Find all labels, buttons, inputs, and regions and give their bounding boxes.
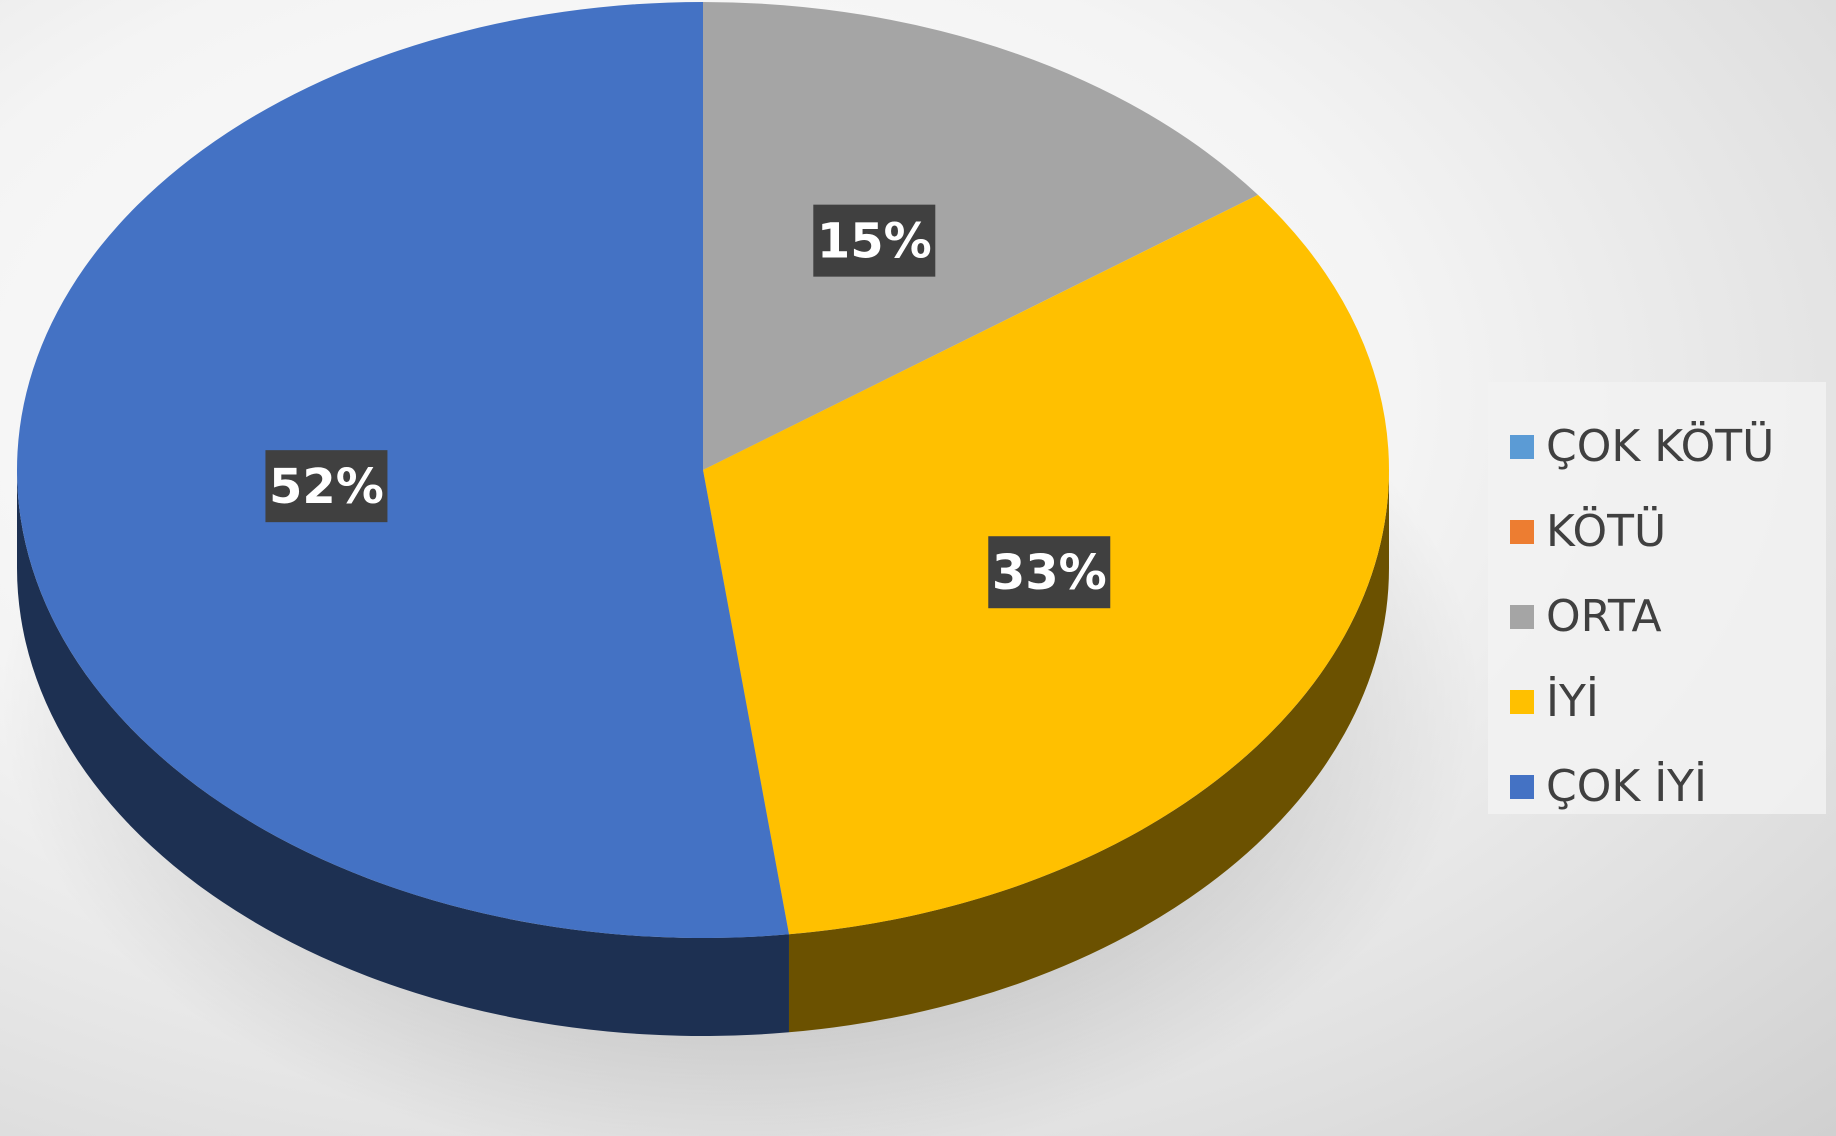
slice-5[interactable] bbox=[17, 2, 789, 938]
legend-swatch bbox=[1510, 434, 1534, 459]
chart-legend: ÇOK KÖTÜ KÖTÜ ORTA İYİ ÇOK İYİ bbox=[1488, 382, 1826, 814]
data-label: 15% bbox=[813, 204, 936, 277]
data-label-box bbox=[988, 536, 1111, 609]
legend-item[interactable]: ÇOK KÖTÜ bbox=[1510, 404, 1826, 489]
legend-swatch bbox=[1510, 689, 1534, 714]
legend-swatch bbox=[1510, 519, 1534, 544]
data-label-text: 33% bbox=[992, 545, 1107, 601]
pie-sides bbox=[17, 470, 1390, 1036]
data-label: 33% bbox=[988, 536, 1111, 609]
legend-item[interactable]: İYİ bbox=[1510, 659, 1826, 744]
legend-item[interactable]: ÇOK İYİ bbox=[1510, 744, 1826, 829]
legend-label: ÇOK KÖTÜ bbox=[1546, 421, 1775, 472]
pie-slices bbox=[17, 2, 1389, 938]
data-label-text: 52% bbox=[269, 459, 384, 515]
legend-label: İYİ bbox=[1546, 676, 1599, 727]
data-label: 52% bbox=[265, 450, 388, 523]
legend-swatch bbox=[1510, 774, 1534, 799]
slice-3[interactable] bbox=[703, 2, 1258, 470]
data-label-box bbox=[265, 450, 388, 523]
legend-label: ÇOK İYİ bbox=[1546, 761, 1708, 812]
legend-swatch bbox=[1510, 604, 1534, 629]
pie-data-labels: 15% 33% 52% bbox=[265, 204, 1111, 609]
legend-item[interactable]: ORTA bbox=[1510, 574, 1826, 659]
slice-5-side bbox=[17, 470, 789, 1036]
legend-label: KÖTÜ bbox=[1546, 506, 1667, 557]
data-label-text: 15% bbox=[817, 214, 932, 270]
legend-label: ORTA bbox=[1546, 591, 1662, 642]
legend-item[interactable]: KÖTÜ bbox=[1510, 489, 1826, 574]
data-label-box bbox=[813, 204, 936, 277]
slice-4-side bbox=[788, 470, 1390, 1033]
